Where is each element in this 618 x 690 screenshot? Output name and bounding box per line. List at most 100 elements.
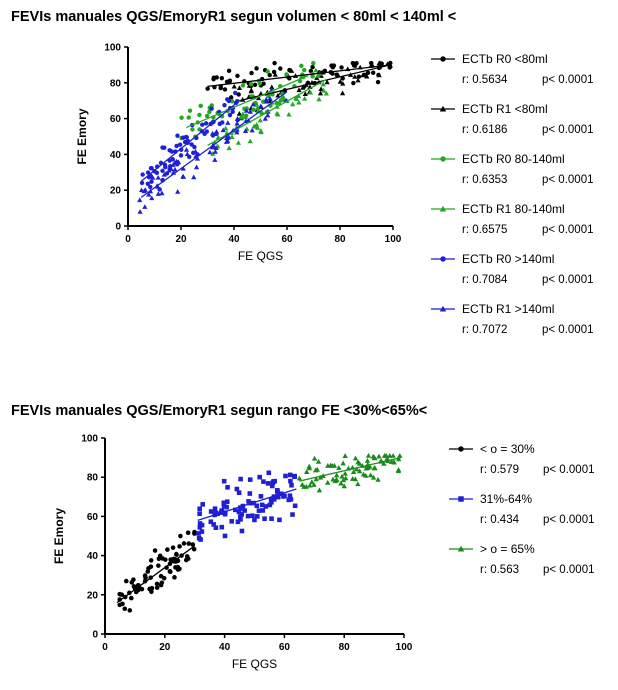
chart-1-point xyxy=(160,168,165,174)
chart-2-point xyxy=(367,472,374,478)
chart-2-point xyxy=(287,493,293,499)
chart-1-point xyxy=(329,63,334,68)
chart-1-point xyxy=(212,149,218,154)
chart-1-point xyxy=(360,72,366,78)
chart-1-legend-p-value: p< 0.0001 xyxy=(542,74,594,86)
chart-2-point xyxy=(163,557,168,562)
chart-2-point xyxy=(198,537,203,542)
chart-2-legend-p-value: p< 0.0001 xyxy=(543,514,595,526)
chart-1-point xyxy=(209,106,214,111)
chart-2-point xyxy=(154,581,160,587)
chart-2-point xyxy=(372,465,378,471)
chart-2-legend-p-value: p< 0.0001 xyxy=(543,464,595,476)
chart-1-point xyxy=(174,143,179,149)
chart-2-x-tick-label: 80 xyxy=(339,642,351,653)
chart-2-point xyxy=(265,481,271,486)
chart-1-point xyxy=(149,179,154,184)
chart-1-point xyxy=(212,157,218,162)
chart-1-point xyxy=(148,184,153,190)
chart-2-point xyxy=(257,474,262,480)
chart-2-y-axis-label: FE Emory xyxy=(52,508,66,564)
chart-2-point xyxy=(174,552,179,557)
chart-1-legend-marker xyxy=(439,205,447,212)
chart-1-point xyxy=(175,159,181,165)
chart-1-y-tick-label: 60 xyxy=(110,114,122,125)
chart-1-point xyxy=(219,75,225,81)
chart-2-point xyxy=(247,477,253,482)
chart-1-point xyxy=(240,111,246,117)
chart-2-point xyxy=(287,472,293,478)
chart-2-point xyxy=(165,547,170,552)
chart-1-point xyxy=(263,96,269,102)
chart-1-point xyxy=(254,66,259,71)
chart-1-point xyxy=(272,60,277,66)
chart-1-point xyxy=(321,87,327,93)
chart-1-point xyxy=(254,102,260,107)
chart-1-point xyxy=(293,96,300,101)
chart-1-point xyxy=(192,144,197,150)
chart-1-point xyxy=(276,100,282,105)
chart-1-point xyxy=(191,174,197,180)
chart-2-point xyxy=(290,512,295,517)
chart-2-point xyxy=(192,531,197,536)
chart-1-point xyxy=(175,189,181,194)
chart-1-point xyxy=(308,68,314,74)
chart-2-point xyxy=(122,606,128,612)
chart-2-point xyxy=(183,557,189,563)
chart-2-point xyxy=(208,519,214,525)
chart-1-point xyxy=(139,180,145,186)
chart-2-point xyxy=(364,457,371,463)
chart-2-point xyxy=(275,494,281,500)
chart-1-point xyxy=(237,114,244,120)
chart-2-point xyxy=(239,528,245,534)
chart-1-point xyxy=(226,98,232,104)
chart-2-point xyxy=(238,514,243,520)
chart-2-point xyxy=(149,589,154,595)
chart-2-point xyxy=(355,459,361,465)
chart-1-point xyxy=(300,85,306,90)
chart-1-point xyxy=(262,116,268,121)
chart-2-point xyxy=(288,497,294,502)
chart-2-point xyxy=(315,458,322,464)
chart-2-point xyxy=(233,507,238,513)
chart-1-point xyxy=(190,127,195,132)
chart-1-plot: 0 20 40 60 80 100 0 20 40 60 80 100 FE QGS FE Emory xyxy=(75,43,402,264)
chart-1-point xyxy=(302,67,307,73)
chart-1-point xyxy=(207,149,213,155)
chart-2-point xyxy=(269,483,275,489)
chart-1-point xyxy=(240,83,246,88)
chart-1-point xyxy=(251,107,256,112)
chart-2-point xyxy=(129,595,134,601)
chart-1-fit-line xyxy=(140,91,288,198)
chart-2-point xyxy=(365,452,372,458)
chart-2-point xyxy=(178,533,183,539)
chart-1-point xyxy=(222,102,227,108)
chart-2-point xyxy=(242,508,247,513)
chart-1-point xyxy=(214,75,219,80)
chart-1-point xyxy=(225,120,231,125)
chart-1-legend-label: ECTb R1 80-140ml xyxy=(462,202,565,216)
chart-1-point xyxy=(236,85,243,91)
chart-2-point xyxy=(211,522,216,527)
chart-1-x-tick-label: 60 xyxy=(281,234,293,245)
chart-2-point xyxy=(355,481,361,487)
chart-2-point xyxy=(156,556,162,562)
chart-1-point xyxy=(243,108,250,113)
chart-2-legend-p-value: p< 0.0001 xyxy=(543,564,595,576)
chart-2-point xyxy=(316,487,323,493)
chart-1-point xyxy=(179,115,184,120)
chart-2-point xyxy=(221,500,227,506)
chart-1-point xyxy=(302,91,308,97)
chart-2-point xyxy=(336,464,342,470)
chart-2-point xyxy=(259,502,265,508)
chart-1-point xyxy=(203,121,209,126)
chart-1-point xyxy=(284,72,289,77)
chart-1-point xyxy=(296,99,302,105)
chart-1-point xyxy=(248,87,254,93)
chart-1-point xyxy=(365,70,371,76)
chart-1-point xyxy=(234,120,240,126)
chart-2-point xyxy=(120,601,125,607)
chart-2-point xyxy=(370,474,377,480)
chart-1-point xyxy=(225,134,231,140)
chart-2-point xyxy=(311,455,318,461)
